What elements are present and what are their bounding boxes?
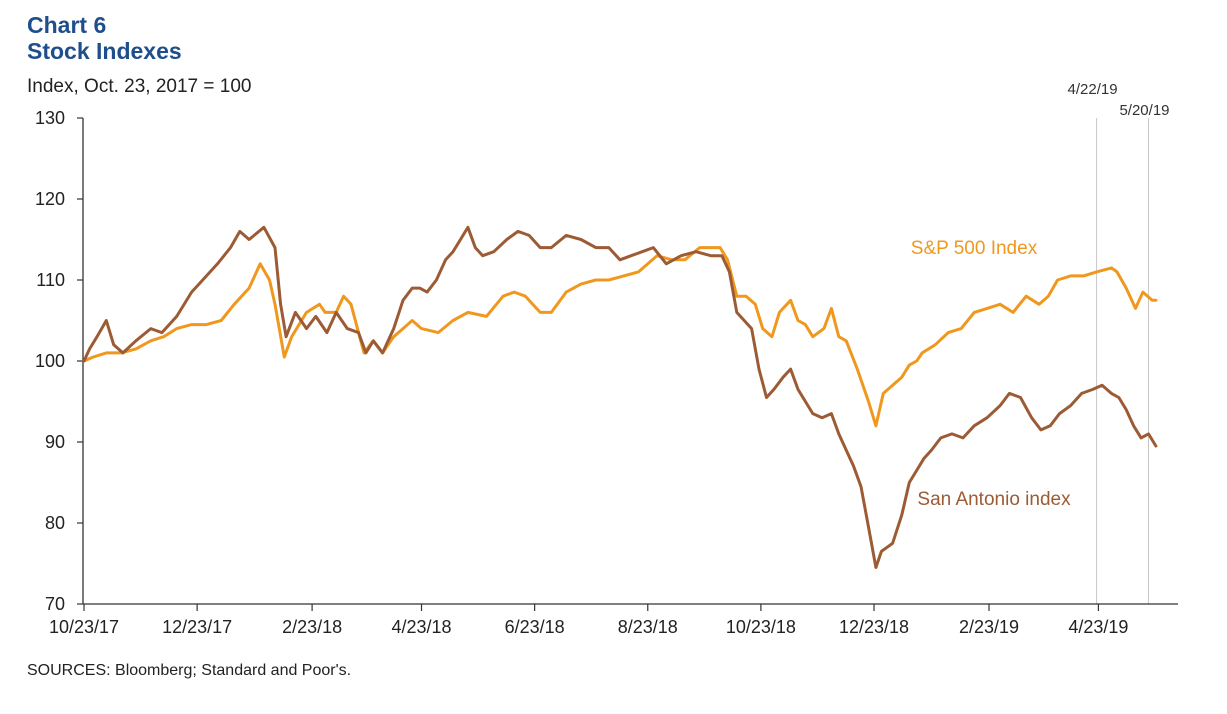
y-tick-label: 100 (35, 351, 65, 371)
x-tick-label: 12/23/17 (162, 617, 232, 637)
y-tick-label: 70 (45, 594, 65, 614)
x-tick-label: 2/23/18 (282, 617, 342, 637)
x-tick-label: 6/23/18 (505, 617, 565, 637)
x-tick-label: 2/23/19 (959, 617, 1019, 637)
y-tick-label: 80 (45, 513, 65, 533)
y-axis-label: Index, Oct. 23, 2017 = 100 (27, 76, 252, 97)
y-tick-label: 120 (35, 189, 65, 209)
chart-number: Chart 6 (27, 12, 107, 38)
x-tick-label: 8/23/18 (618, 617, 678, 637)
x-tick-label: 4/23/18 (391, 617, 451, 637)
series-line (82, 246, 1158, 428)
series-label: S&P 500 Index (911, 238, 1038, 259)
x-tick-label: 4/23/19 (1068, 617, 1128, 637)
x-tick-label: 10/23/17 (49, 617, 119, 637)
reference-line-label: 4/22/19 (1068, 81, 1118, 98)
x-tick-label: 12/23/18 (839, 617, 909, 637)
y-tick-label: 110 (36, 270, 65, 290)
series-line (82, 225, 1158, 569)
series-label: San Antonio index (917, 489, 1071, 510)
y-tick-label: 90 (45, 432, 65, 452)
x-tick-label: 10/23/18 (726, 617, 796, 637)
source-note: SOURCES: Bloomberg; Standard and Poor's. (27, 662, 352, 679)
y-tick-label: 130 (35, 108, 65, 128)
reference-line-label: 5/20/19 (1119, 102, 1169, 119)
chart-title: Stock Indexes (27, 38, 182, 64)
